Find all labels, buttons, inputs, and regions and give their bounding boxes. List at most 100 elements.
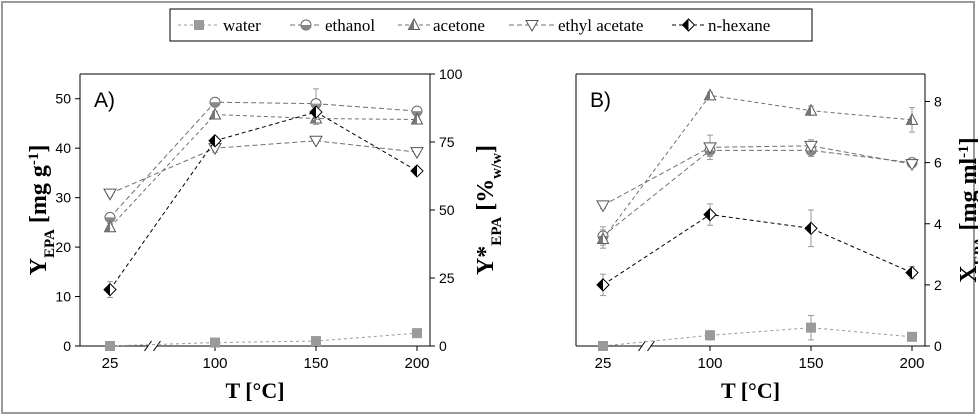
series-line-acetone	[109, 114, 418, 228]
y2-title-sub2: w/w	[489, 153, 505, 179]
y2-title-end: ]	[473, 145, 499, 153]
point-n-hexane-diamond-fill	[805, 222, 811, 235]
y-tick-label-right: 4	[934, 216, 942, 232]
point-acetone-marker	[103, 220, 117, 233]
point-acetone-triangle-fill	[704, 89, 710, 100]
x-epa-title-main: X	[956, 265, 978, 283]
point-ethyl-acetate-marker	[103, 188, 117, 201]
series-line-water	[602, 327, 913, 347]
point-acetone-triangle-fill	[209, 108, 215, 120]
point-n-hexane-diamond-fill	[597, 278, 603, 291]
legend-label-ethyl-acetate: ethyl acetate	[558, 16, 643, 35]
y-tick-label-right: 0	[934, 338, 942, 354]
y2-title-sub: EPA	[489, 217, 505, 246]
legend-box	[169, 8, 813, 42]
legend-n-hexane-diamond-fill	[682, 19, 689, 31]
x-tick-label: 25	[595, 355, 612, 372]
point-n-hexane-marker	[905, 265, 919, 280]
series-line-ethanol	[602, 149, 913, 237]
point-n-hexane-marker	[309, 105, 323, 119]
y-tick-label-left: 40	[55, 140, 71, 156]
legend-acetone-triangle-fill	[408, 19, 414, 30]
panel-label: B)	[590, 89, 611, 112]
y-tick-label-right: 8	[934, 94, 942, 110]
x-tick-label: 25	[102, 355, 119, 372]
axis-break-mark-1	[638, 340, 646, 352]
y-tick-label-right: 6	[934, 155, 942, 171]
point-water-marker	[705, 330, 715, 341]
legend-ethyl-acetate-marker	[525, 20, 539, 33]
point-ethyl-acetate-marker	[596, 200, 610, 213]
y-tick-label-left: 50	[55, 91, 71, 107]
y-tick-label-right: 2	[934, 277, 942, 293]
axis-break-mark-2	[153, 340, 161, 352]
point-n-hexane-diamond-fill	[310, 106, 316, 119]
x-tick-label: 100	[697, 355, 722, 372]
point-ethyl-acetate-triangle-down	[596, 200, 610, 213]
point-water-marker	[907, 331, 917, 342]
y-title-unit: [mg g	[26, 165, 52, 229]
point-water-square	[598, 341, 608, 351]
legend-ethyl-acetate-triangle-down	[525, 20, 539, 33]
y-title-sup: -1	[26, 153, 42, 166]
y2-tick-label: 75	[439, 134, 455, 150]
x-epa-title-sup: -1	[956, 145, 972, 158]
point-n-hexane-marker	[103, 282, 117, 297]
point-n-hexane-diamond-fill	[704, 208, 710, 221]
x-epa-title-unit: [mg ml	[956, 157, 978, 236]
point-water-square	[806, 322, 816, 333]
point-acetone-marker	[410, 112, 424, 125]
y-tick-label-left: 10	[55, 289, 71, 305]
point-water-square	[412, 328, 422, 339]
legend-water-marker	[194, 20, 204, 30]
point-acetone-triangle-fill	[906, 113, 912, 125]
point-ethyl-acetate-marker	[309, 135, 323, 148]
point-water-square	[311, 336, 321, 347]
legend-acetone-marker	[407, 17, 421, 30]
y-tick-label-left: 30	[55, 190, 71, 206]
point-water-marker	[806, 322, 816, 333]
point-n-hexane-marker	[703, 207, 717, 222]
point-n-hexane-marker	[804, 221, 818, 236]
point-acetone-marker	[208, 107, 222, 120]
series-line-ethyl-acetate	[109, 140, 418, 195]
axis-break-mark-2	[647, 340, 655, 352]
legend-label-ethanol: ethanol	[325, 16, 375, 35]
point-n-hexane-marker	[208, 134, 222, 148]
legend-label-n-hexane: n-hexane	[708, 16, 770, 35]
y-title-main: Y	[26, 258, 52, 275]
point-ethyl-acetate-marker	[410, 147, 424, 160]
point-ethyl-acetate-marker	[703, 142, 717, 155]
series-line-ethyl-acetate	[602, 145, 913, 206]
panel-label: A)	[94, 89, 115, 112]
point-water-marker	[210, 337, 220, 348]
x-tick-label: 150	[798, 355, 823, 372]
point-acetone-triangle-fill	[597, 233, 603, 244]
point-ethanol-marker	[209, 96, 221, 108]
x-axis-title: T [°C]	[721, 378, 780, 403]
legend-label-acetone: acetone	[433, 16, 485, 35]
y-axis-title-left: YEPA [mg g-1]	[26, 145, 58, 276]
x-epa-title-end: ]	[956, 137, 978, 145]
y2-tick-label: 0	[439, 338, 447, 354]
legend-n-hexane-marker	[681, 18, 696, 32]
x-tick-label: 200	[899, 355, 924, 372]
y2-title-unit: [%	[473, 179, 499, 217]
x-tick-label: 200	[404, 355, 429, 372]
point-ethanol-circle-fill	[210, 102, 220, 108]
point-acetone-marker	[804, 103, 818, 116]
x-tick-label: 150	[303, 355, 328, 372]
legend-label-water: water	[223, 16, 261, 35]
point-ethyl-acetate-triangle-down	[103, 188, 117, 201]
panel-b: 25 100 150 200 T [°C] B) 0 2 4 6 8 XEPA [mg ml-1]	[575, 73, 978, 403]
y-title-end: ]	[26, 145, 52, 153]
point-n-hexane-marker	[410, 164, 424, 178]
point-ethyl-acetate-marker	[804, 140, 818, 153]
series-line-acetone	[602, 94, 913, 240]
point-water-square	[210, 337, 220, 348]
y-tick-label-left: 0	[63, 338, 71, 354]
y2-tick-label: 25	[439, 270, 455, 286]
point-water-square	[705, 330, 715, 341]
legend-ethanol-marker	[300, 19, 312, 31]
